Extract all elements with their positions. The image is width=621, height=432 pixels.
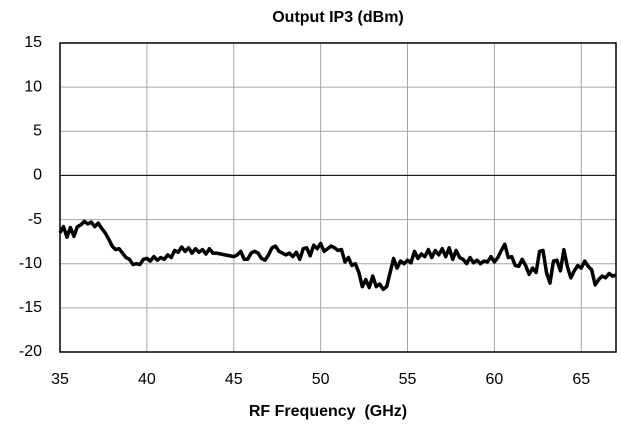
x-tick-label: 40 bbox=[138, 371, 156, 388]
y-tick-label: 5 bbox=[33, 123, 42, 140]
x-tick-label: 65 bbox=[572, 371, 590, 388]
x-axis-label: RF Frequency (GHz) bbox=[249, 403, 407, 420]
x-tick-label: 60 bbox=[485, 371, 503, 388]
y-tick-label: -20 bbox=[19, 343, 42, 360]
y-tick-label: -5 bbox=[28, 211, 42, 228]
y-tick-label: 15 bbox=[24, 34, 42, 51]
x-tick-label: 35 bbox=[51, 371, 69, 388]
y-tick-label: -10 bbox=[19, 255, 42, 272]
y-tick-label: 0 bbox=[33, 167, 42, 184]
y-tick-label: 10 bbox=[24, 78, 42, 95]
y-tick-label: -15 bbox=[19, 299, 42, 316]
data-line bbox=[58, 219, 617, 292]
chart-title: Output IP3 (dBm) bbox=[272, 9, 404, 26]
x-tick-label: 45 bbox=[225, 371, 243, 388]
x-tick-label: 55 bbox=[399, 371, 417, 388]
x-tick-label: 50 bbox=[312, 371, 330, 388]
plot-frame bbox=[59, 42, 617, 353]
